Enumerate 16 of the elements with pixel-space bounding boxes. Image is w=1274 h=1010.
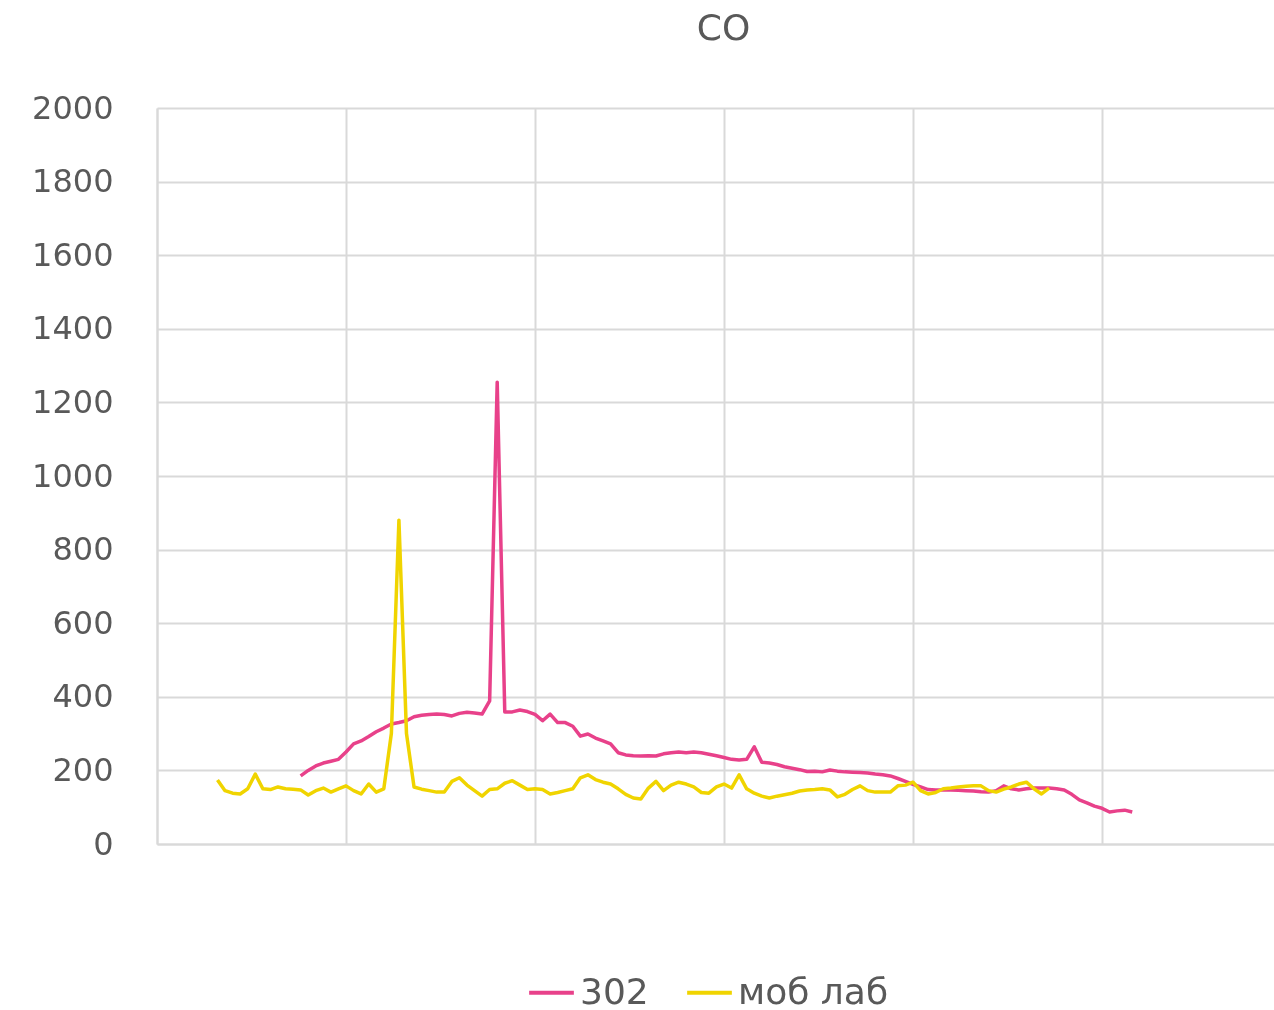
y-tick-label: 1800 — [32, 162, 114, 201]
line-series — [298, 380, 1134, 814]
y-tick-label: 1400 — [32, 309, 114, 348]
line-series — [215, 518, 1051, 801]
y-tick-label: 0 — [93, 824, 114, 863]
legend-label: моб лаб — [738, 970, 889, 1010]
y-tick-label: 400 — [52, 677, 114, 716]
legend-label: 302 — [580, 970, 649, 1010]
y-tick-label: 600 — [52, 603, 114, 642]
y-tick-label: 200 — [52, 750, 114, 789]
y-tick-label: 800 — [52, 530, 114, 569]
y-tick-label: 1000 — [32, 456, 114, 495]
chart-title: CO — [696, 7, 751, 48]
y-tick-label: 2000 — [32, 88, 114, 127]
y-tick-label: 1200 — [32, 382, 114, 421]
y-tick-label: 1600 — [32, 235, 114, 274]
